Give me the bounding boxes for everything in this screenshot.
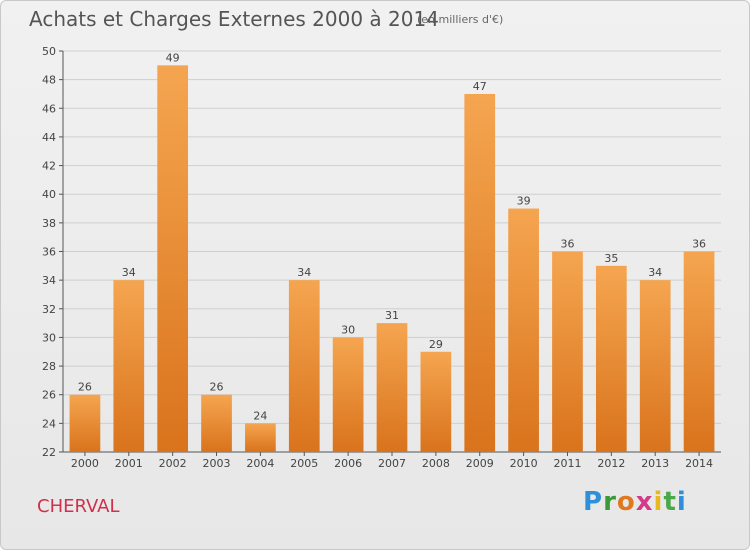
y-tick-label: 28 [42,360,56,373]
x-tick-label: 2007 [378,457,406,470]
data-label: 34 [297,266,311,279]
y-tick-label: 44 [42,131,56,144]
y-tick-label: 30 [42,331,56,344]
data-label: 26 [210,381,224,394]
data-label: 26 [78,381,92,394]
data-label: 30 [341,323,355,336]
y-tick-label: 34 [42,274,56,287]
y-tick-label: 48 [42,74,56,87]
x-tick-label: 2009 [466,457,494,470]
x-tick-label: 2006 [334,457,362,470]
data-label: 34 [648,266,662,279]
bar-2001 [113,280,145,452]
bar-2005 [288,280,320,452]
proxiti-logo: Proxiti [583,487,687,517]
y-tick-label: 46 [42,102,56,115]
y-tick-label: 40 [42,188,56,201]
y-tick-label: 26 [42,389,56,402]
bar-2014 [683,251,715,452]
x-tick-label: 2004 [246,457,274,470]
x-axis-ticks: 2000 2001 2002 2003 2004 2005 2006 2007 2008 2009… [71,452,713,470]
bar-2006 [332,337,364,452]
bar-2004 [245,423,276,452]
y-axis-ticks: 22 24 26 28 30 32 34 36 38 40 42 44 46 48 50 [42,45,63,459]
data-label: 39 [517,195,531,208]
x-tick-label: 2010 [510,457,538,470]
chart-title: Achats et Charges Externes 2000 à 2014 [29,7,439,31]
unit-label: (en milliers d'€) [417,13,504,26]
bar-2013 [639,280,671,452]
y-tick-label: 50 [42,45,56,58]
x-tick-label: 2014 [685,457,713,470]
data-label: 36 [560,238,574,251]
bar-2009 [464,93,496,452]
x-tick-label: 2005 [290,457,318,470]
y-tick-label: 24 [42,417,56,430]
x-tick-label: 2012 [597,457,625,470]
data-label: 36 [692,238,706,251]
bar-2010 [508,208,539,452]
bar-2003 [201,394,232,452]
data-label: 29 [429,338,443,351]
bar-2000 [69,394,101,452]
bar-2007 [376,323,408,452]
x-tick-label: 2003 [203,457,231,470]
bar-2008 [420,351,452,452]
x-tick-label: 2013 [641,457,669,470]
bar-2012 [595,265,627,452]
commune-name: CHERVAL [37,496,120,517]
data-labels: 26 34 49 26 24 34 30 31 29 47 39 36 35 34 36 [78,51,706,422]
data-label: 49 [166,51,180,64]
x-tick-label: 2008 [422,457,450,470]
bars [69,65,715,453]
data-label: 31 [385,309,399,322]
data-label: 47 [473,80,487,93]
y-tick-label: 38 [42,217,56,230]
y-tick-label: 22 [42,446,56,459]
x-tick-label: 2001 [115,457,143,470]
data-label: 35 [604,252,618,265]
x-tick-label: 2002 [159,457,187,470]
data-label: 24 [253,409,267,422]
bar-2002 [157,65,189,453]
data-label: 34 [122,266,136,279]
bar-2011 [552,251,583,452]
x-tick-label: 2011 [553,457,581,470]
x-tick-label: 2000 [71,457,99,470]
y-tick-label: 36 [42,246,56,259]
y-tick-label: 42 [42,160,56,173]
y-tick-label: 32 [42,303,56,316]
